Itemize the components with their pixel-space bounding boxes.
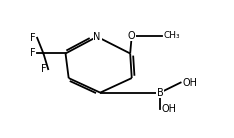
Text: OH: OH	[182, 78, 197, 87]
Text: CH₃: CH₃	[163, 31, 180, 40]
Text: OH: OH	[162, 104, 177, 114]
Text: F: F	[30, 33, 36, 43]
Text: F: F	[30, 48, 36, 59]
Text: B: B	[157, 88, 164, 98]
Text: F: F	[41, 64, 47, 74]
Text: O: O	[128, 31, 135, 41]
Text: N: N	[93, 32, 101, 42]
